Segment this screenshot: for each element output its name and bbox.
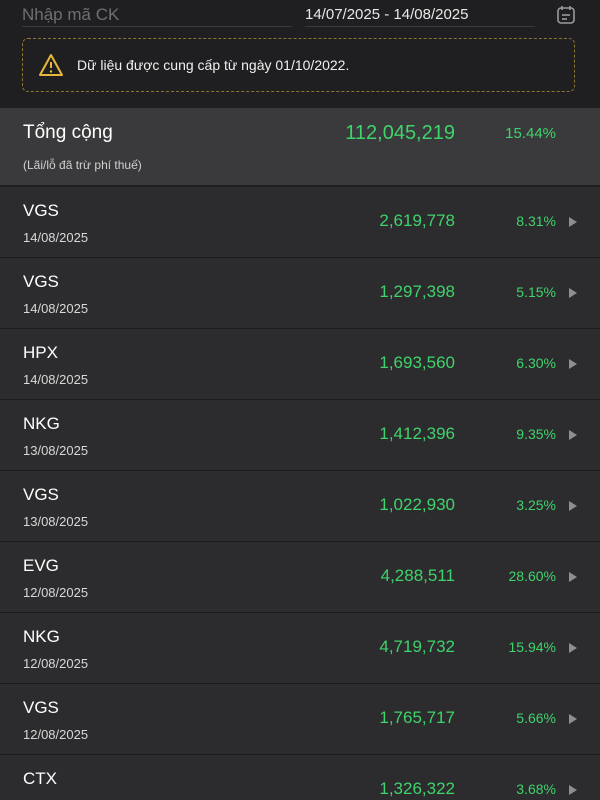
trade-row[interactable]: VGS 13/08/2025 1,022,930 3.25% xyxy=(0,471,600,542)
symbol: VGS xyxy=(23,201,59,220)
chevron-shape xyxy=(569,714,577,724)
total-value: 112,045,219 xyxy=(345,122,455,144)
chevron xyxy=(569,288,577,298)
notice-text: Dữ liệu được cung cấp từ ngày 01/10/2022… xyxy=(77,57,350,73)
trade-row[interactable]: HPX 14/08/2025 1,693,560 6.30% xyxy=(0,329,600,400)
trade-date: 14/08/2025 xyxy=(23,372,89,387)
date-range[interactable]: 14/07/2025 - 14/08/2025 xyxy=(305,4,535,27)
profit-percent: 5.15% xyxy=(516,284,556,300)
symbol: VGS xyxy=(23,485,59,504)
chevron xyxy=(569,643,577,653)
total-label: Tổng cộng xyxy=(23,122,113,143)
trade-row[interactable]: VGS 14/08/2025 1,297,398 5.15% xyxy=(0,258,600,329)
profit-percent: 9.35% xyxy=(516,426,556,442)
symbol: HPX xyxy=(23,343,58,362)
total-percent: 15.44% xyxy=(505,125,556,142)
chevron xyxy=(569,714,577,724)
symbol: VGS xyxy=(23,698,59,717)
symbol: NKG xyxy=(23,414,60,433)
profit-percent: 28.60% xyxy=(508,568,556,584)
profit-value: 4,719,732 xyxy=(379,637,455,656)
symbol: VGS xyxy=(23,272,59,291)
profit-value: 1,693,560 xyxy=(379,353,455,372)
profit-percent: 15.94% xyxy=(508,639,556,655)
profit-value: 4,288,511 xyxy=(380,566,455,585)
trade-row[interactable]: VGS 12/08/2025 1,765,717 5.66% xyxy=(0,684,600,755)
chevron xyxy=(569,572,577,582)
trade-date: 13/08/2025 xyxy=(23,443,89,458)
notice-box: Dữ liệu được cung cấp từ ngày 01/10/2022… xyxy=(22,38,575,92)
calendar-icon[interactable] xyxy=(556,5,576,25)
chevron-shape xyxy=(569,288,577,298)
chevron-shape xyxy=(569,359,577,369)
trade-row[interactable]: NKG 13/08/2025 1,412,396 9.35% xyxy=(0,400,600,471)
profit-percent: 3.25% xyxy=(516,497,556,513)
profit-percent: 8.31% xyxy=(516,213,556,229)
trade-date: 12/08/2025 xyxy=(23,656,89,671)
trade-date: 14/08/2025 xyxy=(23,230,89,245)
trade-list: VGS 14/08/2025 2,619,778 8.31% VGS 14/08/2025… xyxy=(0,187,600,800)
chevron xyxy=(569,217,577,227)
profit-percent: 6.30% xyxy=(516,355,556,371)
symbol: EVG xyxy=(23,556,59,575)
chevron-shape xyxy=(569,643,577,653)
chevron-shape xyxy=(569,217,577,227)
profit-value: 1,326,322 xyxy=(379,779,455,798)
trade-date: 14/08/2025 xyxy=(23,301,89,316)
chevron xyxy=(569,430,577,440)
chevron xyxy=(569,359,577,369)
profit-value: 1,022,930 xyxy=(379,495,455,514)
trade-date: 12/08/2025 xyxy=(23,727,89,742)
search-input[interactable]: Nhập mã CK xyxy=(22,4,292,27)
chevron-shape xyxy=(569,572,577,582)
profit-value: 1,297,398 xyxy=(379,282,455,301)
trade-date: 12/08/2025 xyxy=(23,585,89,600)
profit-value: 2,619,778 xyxy=(379,211,455,230)
warning-icon xyxy=(39,54,63,76)
chevron-shape xyxy=(569,785,577,795)
symbol: NKG xyxy=(23,627,60,646)
top-bar: Nhập mã CK 14/07/2025 - 14/08/2025 xyxy=(0,0,600,30)
trade-row[interactable]: VGS 14/08/2025 2,619,778 8.31% xyxy=(0,187,600,258)
trade-row[interactable]: CTX 1,326,322 3.68% xyxy=(0,755,600,800)
chevron-shape xyxy=(569,430,577,440)
chevron xyxy=(569,785,577,795)
chevron-shape xyxy=(569,501,577,511)
trade-date: 13/08/2025 xyxy=(23,514,89,529)
chevron xyxy=(569,501,577,511)
total-note: (Lãi/lỗ đã trừ phí thuế) xyxy=(23,158,142,172)
symbol: CTX xyxy=(23,769,57,788)
trade-row[interactable]: EVG 12/08/2025 4,288,511 28.60% xyxy=(0,542,600,613)
profit-value: 1,412,396 xyxy=(379,424,455,443)
total-row: Tổng cộng (Lãi/lỗ đã trừ phí thuế) 112,0… xyxy=(0,108,600,185)
trade-row[interactable]: NKG 12/08/2025 4,719,732 15.94% xyxy=(0,613,600,684)
profit-percent: 3.68% xyxy=(516,781,556,797)
profit-percent: 5.66% xyxy=(516,710,556,726)
profit-value: 1,765,717 xyxy=(379,708,455,727)
